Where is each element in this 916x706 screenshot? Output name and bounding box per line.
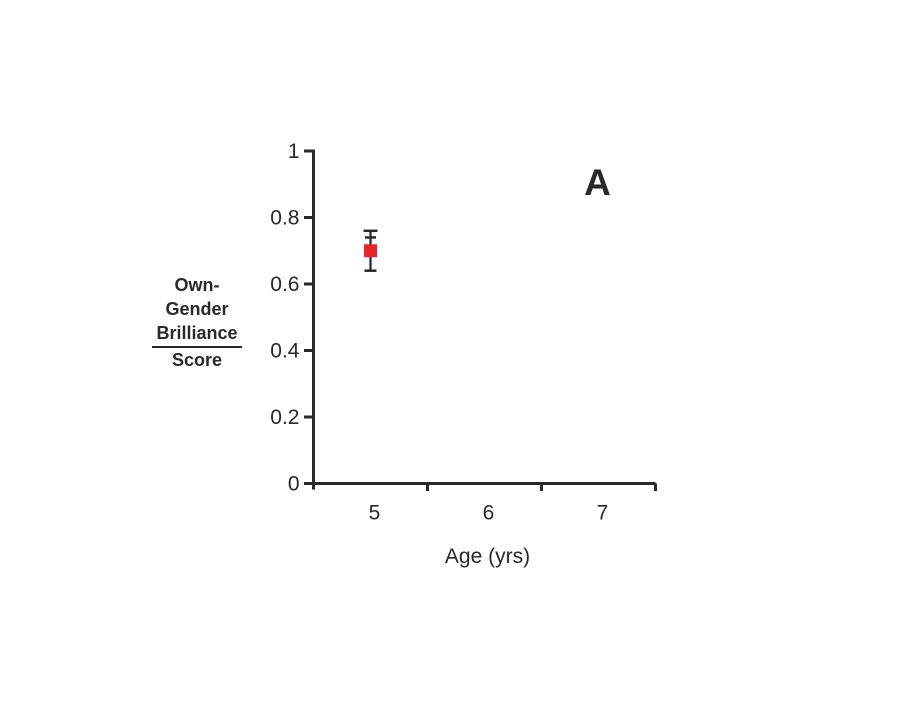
y-axis-title: Own- Gender Brilliance Score: [138, 273, 256, 372]
y-axis-title-line-underlined: Brilliance: [138, 321, 256, 348]
y-tick-label: 0.2: [270, 406, 299, 429]
y-axis-title-line: Gender: [165, 299, 229, 319]
y-axis-title-line: Score: [171, 350, 223, 370]
y-tick-label: 1: [288, 140, 300, 163]
panel-label: A: [584, 162, 611, 203]
x-tick-label: 6: [483, 502, 495, 525]
y-tick-label: 0: [288, 473, 300, 496]
y-tick-label: 0.4: [270, 340, 300, 363]
x-tick-label: 5: [369, 502, 381, 525]
y-axis-title-line: Own-: [174, 275, 220, 295]
y-axis-title-underlined-word: Brilliance: [152, 321, 242, 348]
y-tick-label: 0.8: [270, 207, 299, 230]
x-tick-label: 7: [597, 502, 609, 525]
data-point-marker: [364, 244, 377, 258]
x-axis-title: Age (yrs): [444, 545, 531, 568]
y-tick-label: 0.6: [270, 273, 299, 296]
